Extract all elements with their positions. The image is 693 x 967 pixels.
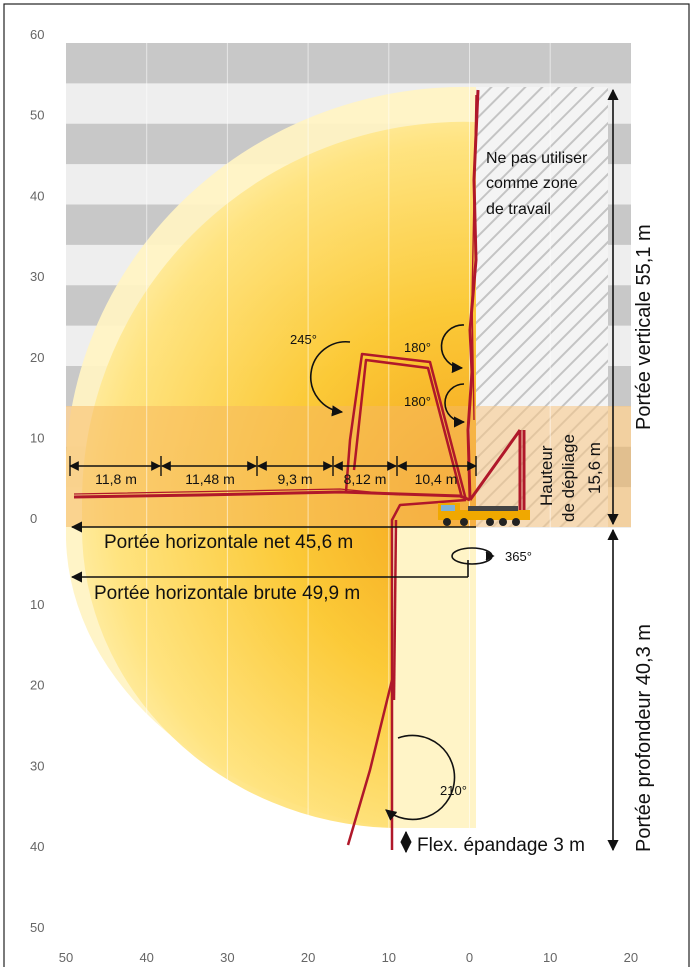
horizontal-net-label: Portée horizontale net 45,6 m: [104, 532, 353, 553]
y-tick-label: 10: [30, 597, 44, 612]
rotation-180-top-icon: [440, 324, 465, 374]
y-tick-label: 50: [30, 920, 44, 935]
x-tick-label: 10: [382, 950, 396, 965]
slew-label: 365°: [505, 549, 532, 564]
unfold-height-label-1: Hauteur: [537, 445, 556, 506]
boom-folded: [344, 352, 468, 501]
x-tick-label: 20: [624, 950, 638, 965]
unfold-height-label-3: 15,6 m: [585, 442, 604, 494]
y-tick-label: 60: [30, 27, 44, 42]
y-tick-label: 40: [30, 188, 44, 203]
vertical-reach-label: Portée verticale 55,1 m: [633, 224, 655, 430]
segment-label: 10,4 m: [415, 471, 458, 487]
no-work-zone-label-2: comme zone: [486, 175, 578, 192]
x-tick-label: 50: [59, 950, 73, 965]
x-axis-ticks: 50 40 30 20 10 0 10 20: [59, 950, 638, 965]
angle-180-top-label: 180°: [404, 340, 431, 355]
y-axis-ticks: 60 50 40 30 20 10 0 10 20 30 40 50: [30, 27, 44, 935]
y-tick-label: 50: [30, 108, 44, 123]
depth-reach-label: Portée profondeur 40,3 m: [633, 624, 655, 852]
no-work-zone-label-1: Ne pas utiliser: [486, 150, 588, 167]
horizontal-gross-label: Portée horizontale brute 49,9 m: [94, 583, 360, 604]
band: [66, 43, 631, 84]
y-tick-label: 30: [30, 758, 44, 773]
y-tick-label: 20: [30, 678, 44, 693]
segment-arrows: [69, 456, 477, 476]
segment-label: 11,48 m: [185, 471, 235, 487]
x-tick-label: 40: [139, 950, 153, 965]
y-tick-label: 10: [30, 431, 44, 446]
rotation-210-icon: [385, 734, 456, 821]
y-tick-label: 20: [30, 350, 44, 365]
segment-label: 9,3 m: [277, 471, 312, 487]
angle-180-bottom-label: 180°: [404, 394, 431, 409]
segment-labels: 11,8 m 11,48 m 9,3 m 8,12 m 10,4 m: [95, 471, 457, 487]
angle-210-label: 210°: [440, 783, 467, 798]
x-tick-label: 10: [543, 950, 557, 965]
flex-hose-label: Flex. épandage 3 m: [417, 835, 585, 856]
segment-label: 8,12 m: [344, 471, 387, 487]
y-tick-label: 40: [30, 839, 44, 854]
rotation-245-icon: [310, 340, 351, 417]
boom-horizontal: [73, 488, 471, 502]
boom-down: [346, 498, 467, 850]
unfold-height-label-2: de dépliage: [559, 434, 578, 522]
segment-label: 11,8 m: [95, 471, 137, 487]
x-tick-label: 20: [301, 950, 315, 965]
x-tick-label: 0: [466, 950, 473, 965]
x-tick-label: 30: [220, 950, 234, 965]
y-tick-label: 30: [30, 269, 44, 284]
boom-vertical: [466, 89, 480, 501]
concrete-truck-icon: [438, 503, 530, 526]
angle-245-label: 245°: [290, 332, 317, 347]
rotation-180-bottom-icon: [444, 383, 466, 428]
boom-truck-mast: [468, 429, 526, 512]
no-work-zone-label-3: de travail: [486, 201, 551, 218]
y-tick-label: 0: [30, 511, 37, 526]
